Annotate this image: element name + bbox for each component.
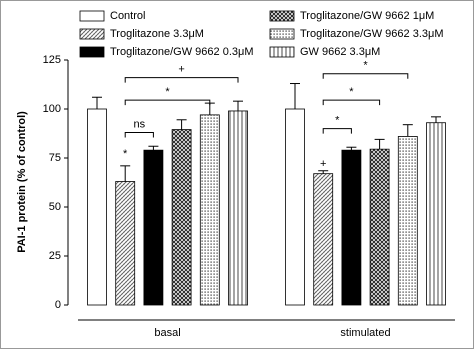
legend-swatch xyxy=(79,10,105,22)
significance-bracket xyxy=(124,99,211,106)
legend-label: Troglitazone/GW 9662 0.3μM xyxy=(110,46,254,58)
bracket-label: * xyxy=(349,86,354,98)
y-tick-label: 100 xyxy=(43,103,61,115)
bracket-label: * xyxy=(363,60,368,72)
y-tick-label: 50 xyxy=(49,201,61,213)
bracket-label: + xyxy=(178,64,184,76)
bar xyxy=(313,173,334,306)
significance-bracket xyxy=(322,99,381,106)
bracket-label: ns xyxy=(133,118,145,130)
significance-bracket xyxy=(322,128,352,134)
bar xyxy=(228,110,248,306)
legend-swatch xyxy=(269,28,295,40)
legend-label: GW 9662 3.3μM xyxy=(300,46,380,58)
bar xyxy=(397,136,418,306)
bar xyxy=(143,149,164,306)
y-tick-label: 125 xyxy=(43,54,61,66)
legend-label: Control xyxy=(110,10,145,22)
legend-swatch xyxy=(269,46,295,58)
significance-marker: * xyxy=(123,148,128,160)
y-tick-label: 25 xyxy=(49,250,61,262)
bar xyxy=(171,129,192,306)
bar xyxy=(285,108,305,306)
significance-marker: + xyxy=(320,158,326,170)
significance-bracket xyxy=(322,73,409,79)
x-tick-label: stimulated xyxy=(340,327,390,339)
bar xyxy=(199,114,220,306)
bar xyxy=(115,181,136,306)
significance-bracket xyxy=(124,132,154,138)
y-tick-label: 75 xyxy=(49,152,61,164)
bar xyxy=(369,148,390,306)
y-tick-label: 0 xyxy=(55,299,61,311)
legend-label: Troglitazone/GW 9662 1μM xyxy=(300,10,434,22)
legend-swatch xyxy=(79,28,105,40)
y-axis-label: PAI-1 protein (% of control) xyxy=(16,111,28,253)
significance-bracket xyxy=(124,77,239,83)
legend-label: Troglitazone 3.3μM xyxy=(110,28,204,40)
bracket-label: * xyxy=(335,115,340,127)
bar xyxy=(426,122,446,306)
bar xyxy=(87,108,107,306)
legend-swatch xyxy=(269,10,295,22)
legend-label: Troglitazone/GW 9662 3.3μM xyxy=(300,28,444,40)
legend-swatch xyxy=(79,46,105,58)
bar xyxy=(341,149,362,306)
x-tick-label: basal xyxy=(154,327,180,339)
bracket-label: * xyxy=(165,86,170,98)
